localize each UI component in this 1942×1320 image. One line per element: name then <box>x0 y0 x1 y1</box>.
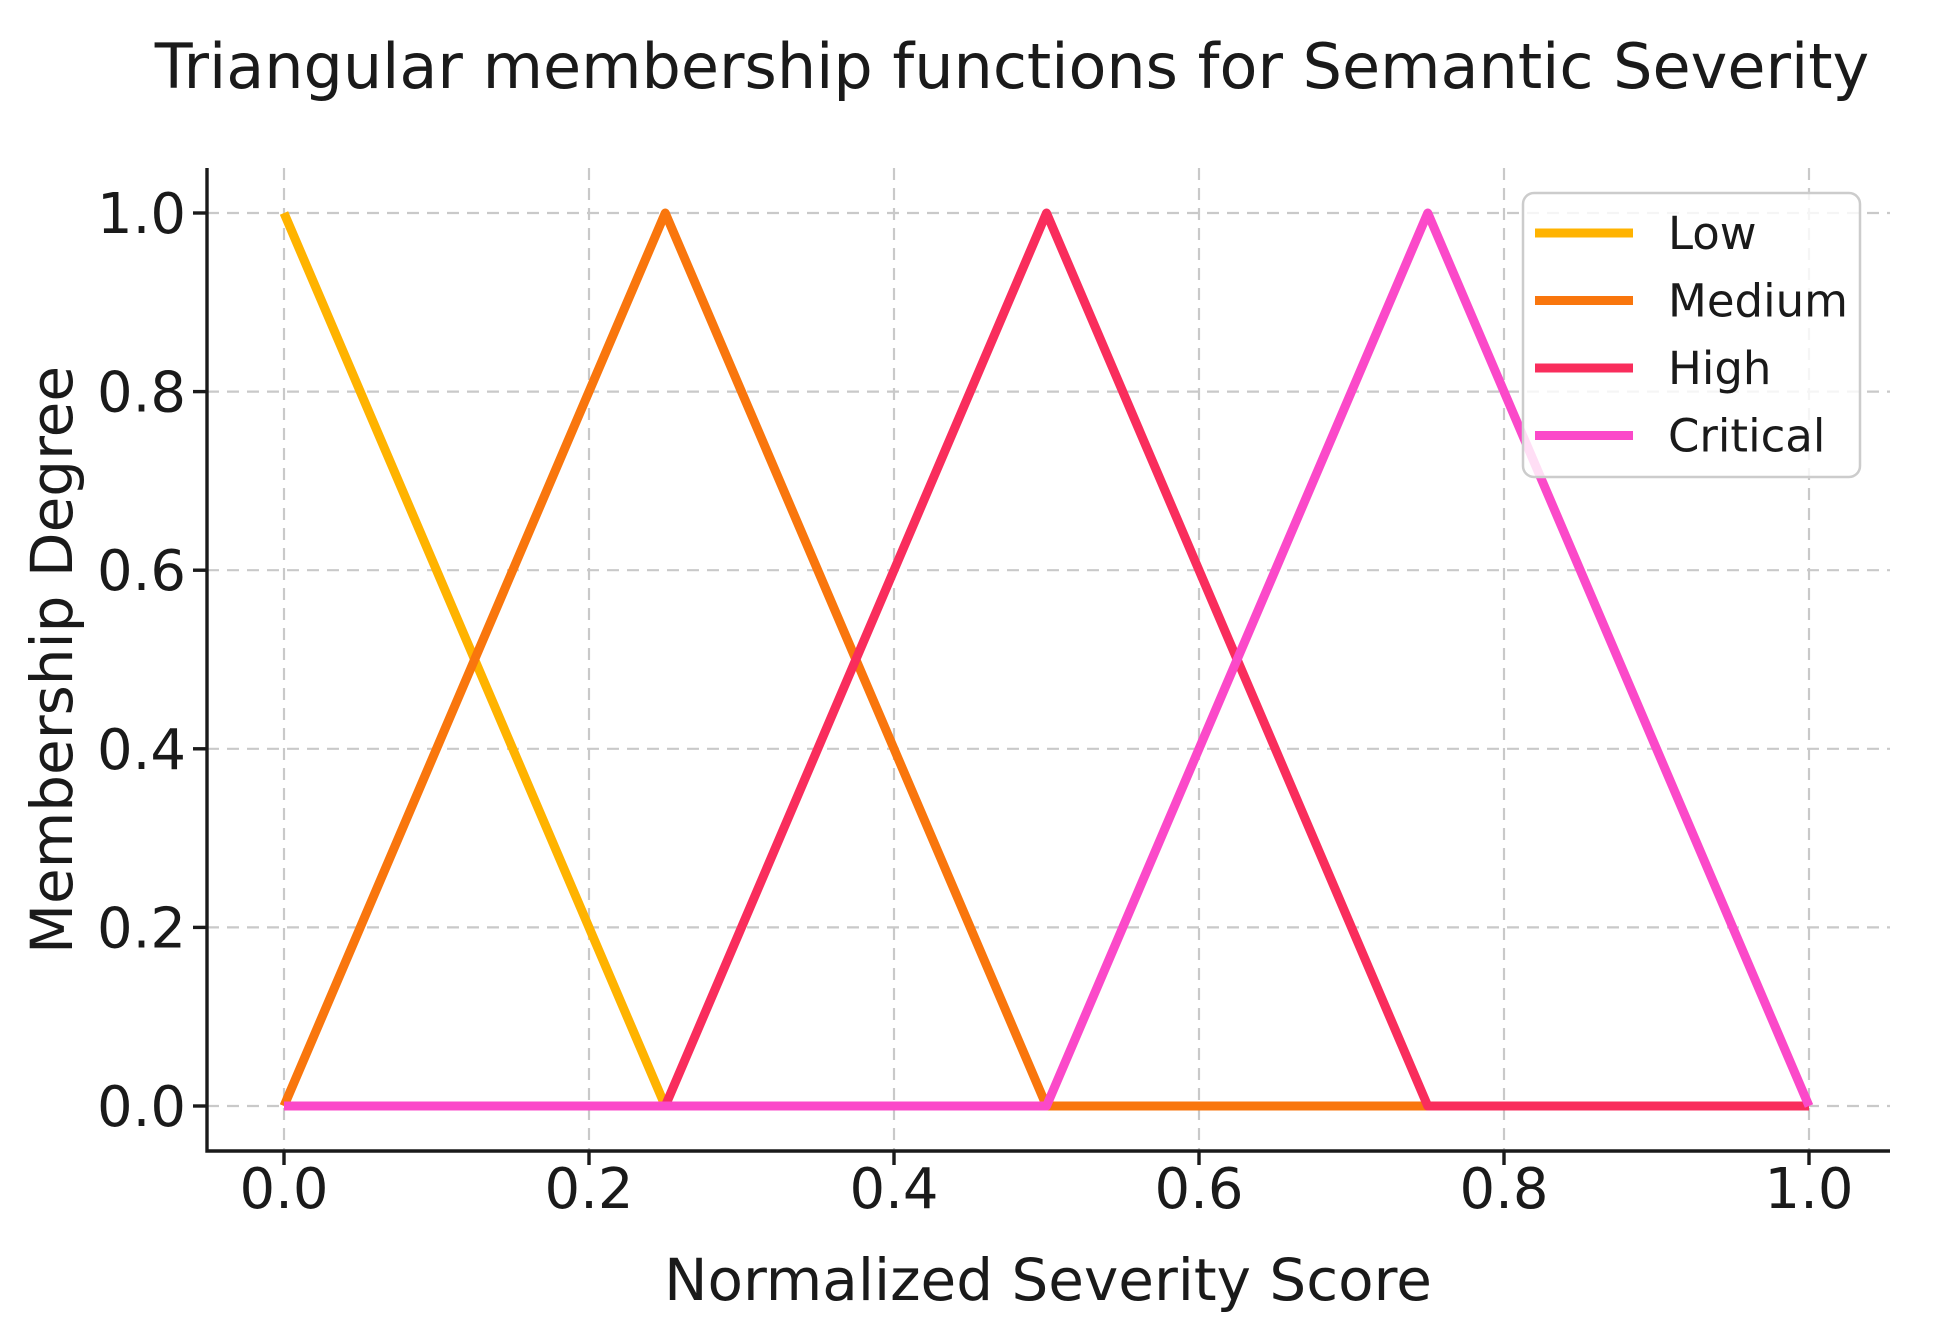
y-tick-label: 0.6 <box>97 539 186 604</box>
y-tick-label: 0.4 <box>97 718 186 783</box>
legend: Low Medium High Critical <box>1521 191 1862 479</box>
x-tick-label: 0.8 <box>1459 1157 1548 1222</box>
axes-layer <box>193 168 1890 1165</box>
legend-label-medium: Medium <box>1668 275 1848 328</box>
legend-label-low: Low <box>1668 207 1757 260</box>
x-tick-label: 0.2 <box>544 1157 633 1222</box>
y-tick-label: 0.0 <box>97 1075 186 1140</box>
x-tick-label: 0.6 <box>1154 1157 1243 1222</box>
y-tick-label: 1.0 <box>97 182 186 247</box>
legend-label-high: High <box>1668 342 1771 395</box>
series-line-critical <box>284 208 1814 1111</box>
y-tick-label: 0.8 <box>97 361 186 426</box>
y-tick-label: 0.2 <box>97 896 186 961</box>
x-tick-label: 0.4 <box>849 1157 938 1222</box>
y-axis-label: Membership Degree <box>18 366 86 954</box>
tick-label-layer: 0.0 0.2 0.4 0.6 0.8 1.0 0.0 0.2 0.4 0.6 0.8 1.0 <box>97 182 1854 1222</box>
legend-frame <box>1521 191 1862 479</box>
legend-label-critical: Critical <box>1668 410 1825 463</box>
x-tick-label: 1.0 <box>1764 1157 1853 1222</box>
axes-spines <box>205 168 1890 1153</box>
series-layer <box>279 208 1814 1111</box>
x-axis-label: Normalized Severity Score <box>664 1246 1432 1314</box>
chart-title: Triangular membership functions for Sema… <box>154 30 1869 103</box>
x-tick-label: 0.0 <box>239 1157 328 1222</box>
